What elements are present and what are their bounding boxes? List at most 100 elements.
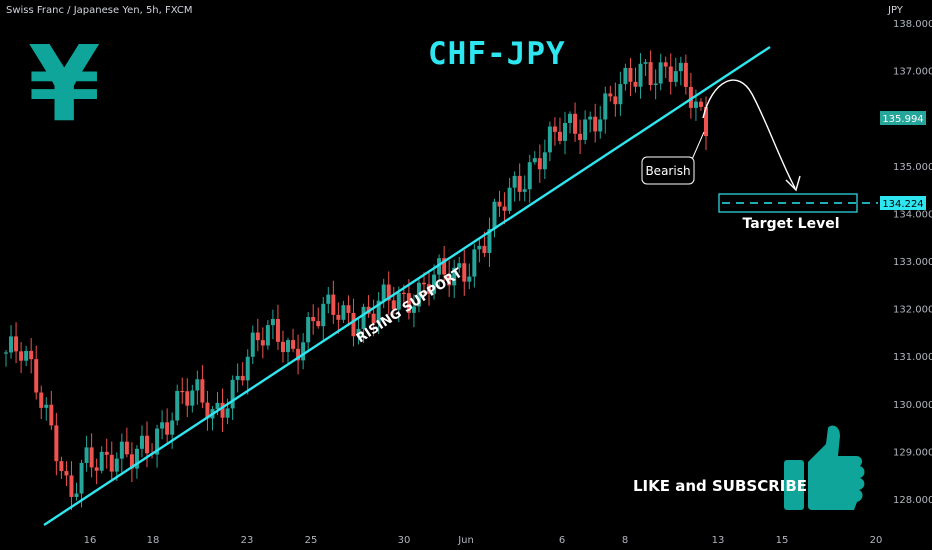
candle-down — [275, 318, 280, 342]
candle-down — [421, 282, 426, 285]
candle-down — [668, 66, 673, 82]
candle-up — [527, 162, 532, 190]
x-tick-label: 8 — [622, 535, 628, 546]
candle-up — [452, 267, 457, 286]
candle-up — [306, 317, 311, 343]
candle-up — [583, 119, 588, 140]
candle-down — [54, 425, 59, 462]
target-level-label: Target Level — [742, 216, 839, 232]
symbol-header: Swiss Franc / Japanese Yen, 5h, FXCM — [6, 5, 193, 16]
candle-down — [220, 402, 225, 418]
y-tick-label: 135.000 — [893, 162, 932, 173]
candle-down — [552, 126, 557, 132]
target-zone — [718, 193, 858, 213]
candle-down — [628, 67, 633, 82]
candle-up — [79, 462, 84, 494]
candle-up — [568, 113, 573, 123]
candle-down — [14, 336, 19, 352]
candle-up — [598, 119, 603, 132]
candle-down — [316, 321, 321, 327]
candle-up — [588, 116, 593, 120]
y-tick-label: 130.000 — [893, 400, 932, 411]
candle-up — [195, 379, 200, 391]
candle-up — [437, 258, 442, 275]
candle-up — [693, 101, 698, 108]
candle-down — [401, 292, 406, 294]
candle-down — [34, 359, 39, 393]
candle-down — [698, 101, 703, 107]
candle-down — [69, 475, 74, 497]
candle-up — [170, 420, 175, 435]
bearish-callout-box — [641, 156, 695, 185]
candle-down — [165, 422, 170, 435]
candle-up — [653, 83, 658, 86]
candle-up — [381, 284, 386, 301]
candle-up — [532, 158, 537, 163]
candle-down — [608, 93, 613, 97]
candle-down — [29, 350, 34, 360]
candle-down — [482, 245, 487, 253]
candle-down — [613, 96, 618, 105]
y-tick-label: 138.000 — [893, 19, 932, 30]
candle-up — [467, 276, 472, 282]
candle-up — [673, 71, 678, 82]
candle-down — [406, 293, 411, 313]
candle-down — [59, 461, 64, 472]
candle-up — [265, 325, 270, 346]
candle-up — [230, 379, 235, 409]
candle-up — [678, 62, 683, 72]
candle-down — [19, 351, 24, 361]
candle-down — [64, 471, 69, 476]
candle-down — [346, 305, 351, 313]
candle-up — [522, 189, 527, 192]
candle-up — [562, 122, 567, 141]
candle-down — [427, 284, 432, 294]
candle-up — [139, 435, 144, 449]
candle-down — [145, 435, 150, 454]
candle-up — [542, 152, 547, 170]
candle-up — [215, 402, 220, 410]
y-tick-label: 132.000 — [893, 305, 932, 316]
candle-down — [593, 116, 598, 132]
y-tick-label: 128.000 — [893, 495, 932, 506]
candle-down — [331, 294, 336, 315]
candle-down — [462, 263, 467, 282]
candle-down — [180, 390, 185, 393]
x-axis: 16 18 23 25 30 Jun 6 8 13 15 20 — [84, 535, 883, 546]
x-tick-label: 6 — [559, 535, 565, 546]
chart-title: CHF-JPY — [428, 36, 566, 72]
thumbs-up-icon — [784, 425, 865, 510]
y-tick-label: 137.000 — [893, 67, 932, 78]
candle-down — [185, 391, 190, 406]
candle-up — [356, 328, 361, 337]
rising-support-label: RISING SUPPORT — [354, 266, 465, 347]
candle-up — [321, 303, 326, 327]
candle-up — [638, 63, 643, 87]
x-tick-label: 15 — [776, 535, 789, 546]
candle-up — [225, 408, 230, 418]
candle-down — [109, 454, 114, 472]
candle-up — [114, 458, 119, 472]
candle-up — [603, 93, 608, 120]
candle-up — [175, 390, 180, 421]
candle-down — [255, 332, 260, 341]
candle-up — [512, 175, 517, 188]
candle-down — [260, 340, 265, 346]
yen-logo: ¥ — [28, 23, 101, 145]
candle-down — [104, 451, 109, 455]
candle-down — [386, 284, 391, 301]
candle-up — [160, 422, 165, 429]
candle-down — [633, 81, 638, 87]
candle-up — [643, 62, 648, 64]
candle-down — [578, 133, 583, 140]
candle-down — [39, 392, 44, 408]
candle-up — [245, 356, 250, 381]
candle-down — [49, 404, 54, 426]
candle-up — [74, 493, 79, 497]
candle-down — [336, 314, 341, 320]
candle-down — [280, 341, 285, 353]
candle-up — [658, 62, 663, 84]
candle-up — [190, 390, 195, 406]
x-tick-label: Jun — [457, 535, 474, 546]
candle-down — [573, 113, 578, 134]
